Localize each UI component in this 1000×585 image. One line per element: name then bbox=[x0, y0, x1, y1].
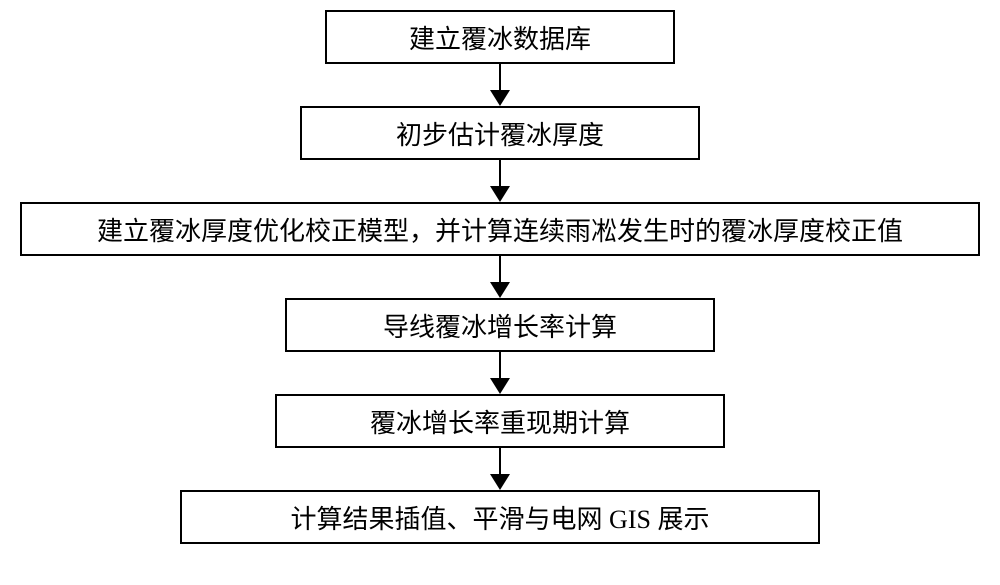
arrow-shaft bbox=[499, 352, 502, 378]
arrow-head-icon bbox=[490, 186, 510, 202]
arrow-shaft bbox=[499, 256, 502, 282]
arrow-shaft bbox=[499, 160, 502, 186]
arrow-head-icon bbox=[490, 378, 510, 394]
arrow-head-icon bbox=[490, 282, 510, 298]
flow-step-label: 计算结果插值、平滑与电网 GIS 展示 bbox=[291, 499, 710, 536]
flow-step-label: 初步估计覆冰厚度 bbox=[396, 115, 604, 152]
flow-step-label: 覆冰增长率重现期计算 bbox=[370, 403, 630, 440]
arrow-shaft bbox=[499, 448, 502, 474]
arrow-head-icon bbox=[490, 90, 510, 106]
flowchart-container: 建立覆冰数据库初步估计覆冰厚度建立覆冰厚度优化校正模型，并计算连续雨凇发生时的覆… bbox=[0, 0, 1000, 585]
flow-step-b5: 覆冰增长率重现期计算 bbox=[275, 394, 725, 448]
arrow-head-icon bbox=[490, 474, 510, 490]
flow-step-b1: 建立覆冰数据库 bbox=[325, 10, 675, 64]
flow-step-b3: 建立覆冰厚度优化校正模型，并计算连续雨凇发生时的覆冰厚度校正值 bbox=[20, 202, 980, 256]
arrow-shaft bbox=[499, 64, 502, 90]
flow-step-label: 建立覆冰数据库 bbox=[409, 19, 591, 56]
flow-step-b6: 计算结果插值、平滑与电网 GIS 展示 bbox=[180, 490, 820, 544]
flow-step-label: 建立覆冰厚度优化校正模型，并计算连续雨凇发生时的覆冰厚度校正值 bbox=[97, 211, 903, 248]
flow-step-b4: 导线覆冰增长率计算 bbox=[285, 298, 715, 352]
flow-step-label: 导线覆冰增长率计算 bbox=[383, 307, 617, 344]
flow-step-b2: 初步估计覆冰厚度 bbox=[300, 106, 700, 160]
